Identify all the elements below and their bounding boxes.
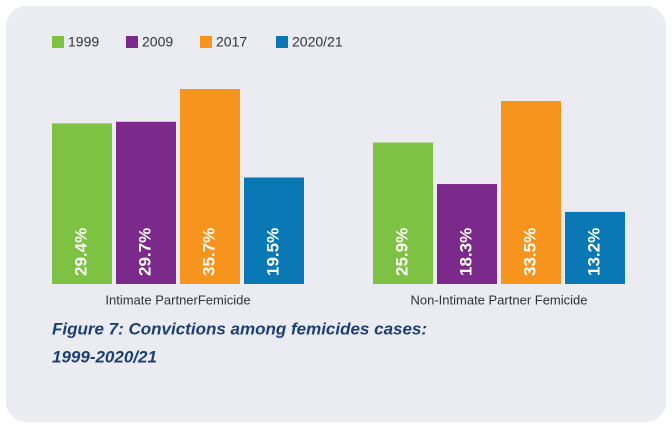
chart-title: Figure 7: Convictions among femicides ca… — [52, 319, 427, 338]
legend-swatch — [126, 36, 138, 48]
value-label: 35.7% — [199, 228, 218, 276]
legend-label: 1999 — [68, 34, 99, 50]
chart-title: 1999-2020/21 — [52, 347, 157, 366]
bar — [116, 121, 176, 285]
value-label: 18.3% — [456, 228, 475, 276]
bar — [437, 184, 497, 284]
value-label: 25.9% — [392, 228, 411, 276]
value-label: 13.2% — [584, 228, 603, 276]
bar — [244, 177, 304, 284]
legend-label: 2009 — [142, 34, 173, 50]
value-label: 33.5% — [520, 228, 539, 276]
bar — [180, 89, 240, 284]
value-label: 29.7% — [135, 228, 154, 276]
x-tick-label: Intimate PartnerFemicide — [105, 292, 250, 307]
legend-swatch — [276, 36, 288, 48]
legend-label: 2017 — [216, 34, 247, 50]
bar — [52, 123, 112, 284]
value-label: 19.5% — [263, 228, 282, 276]
bar — [501, 101, 561, 284]
legend-label: 2020/21 — [292, 34, 343, 50]
bar — [373, 142, 433, 284]
bar — [565, 211, 625, 284]
legend-swatch — [52, 36, 64, 48]
x-tick-label: Non-Intimate Partner Femicide — [410, 292, 587, 307]
value-label: 29.4% — [71, 228, 90, 276]
legend-swatch — [200, 36, 212, 48]
